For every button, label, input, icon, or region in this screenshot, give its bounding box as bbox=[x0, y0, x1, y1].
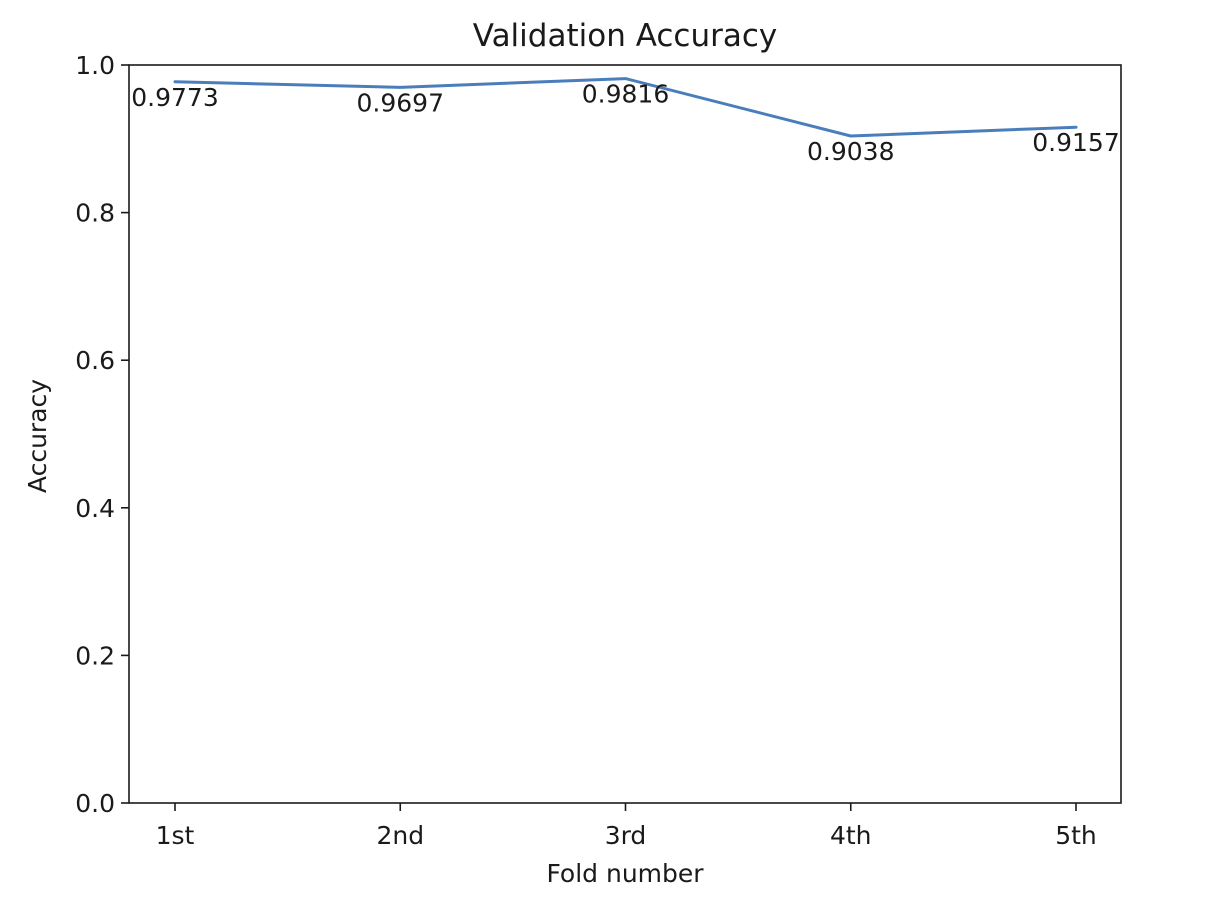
x-tick-label: 4th bbox=[830, 821, 872, 850]
x-tick-label: 2nd bbox=[376, 821, 424, 850]
data-label: 0.9816 bbox=[582, 80, 669, 109]
y-axis-label: Accuracy bbox=[23, 379, 52, 493]
data-label: 0.9038 bbox=[807, 137, 894, 166]
data-label: 0.9157 bbox=[1032, 128, 1119, 157]
x-tick-label: 5th bbox=[1055, 821, 1097, 850]
y-tick-label: 0.4 bbox=[75, 494, 115, 523]
y-tick-label: 0.8 bbox=[75, 199, 115, 228]
x-tick-label: 3rd bbox=[605, 821, 647, 850]
data-label: 0.9697 bbox=[357, 88, 444, 117]
x-tick-label: 1st bbox=[156, 821, 195, 850]
y-tick-label: 0.2 bbox=[75, 641, 115, 670]
chart-title: Validation Accuracy bbox=[473, 18, 777, 54]
y-tick-label: 1.0 bbox=[75, 51, 115, 80]
y-tick-label: 0.0 bbox=[75, 789, 115, 818]
data-label: 0.9773 bbox=[131, 83, 218, 112]
x-axis-label: Fold number bbox=[546, 859, 704, 888]
y-tick-label: 0.6 bbox=[75, 346, 115, 375]
